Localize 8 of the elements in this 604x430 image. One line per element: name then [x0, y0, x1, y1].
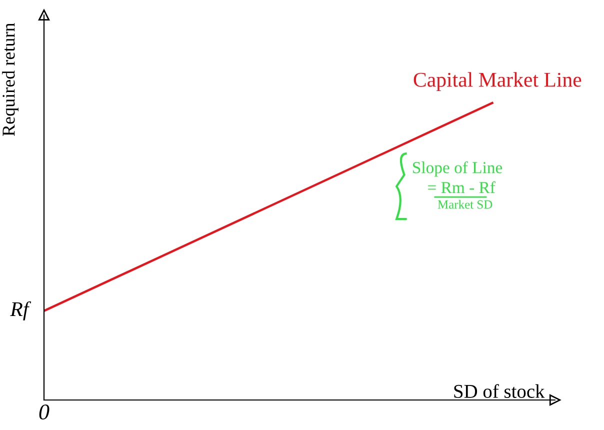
x-axis-title: SD of stock: [454, 384, 545, 398]
annotation: = Rm - Rf: [428, 181, 496, 194]
text: 0: [39, 404, 50, 420]
annotation: Slope of Line: [413, 161, 502, 177]
annotation: Rf: [10, 301, 32, 320]
series-label: Capital Market Line: [414, 72, 582, 92]
annotation: Market SD: [438, 200, 492, 209]
y-axis-title: Required return: [2, 22, 18, 136]
